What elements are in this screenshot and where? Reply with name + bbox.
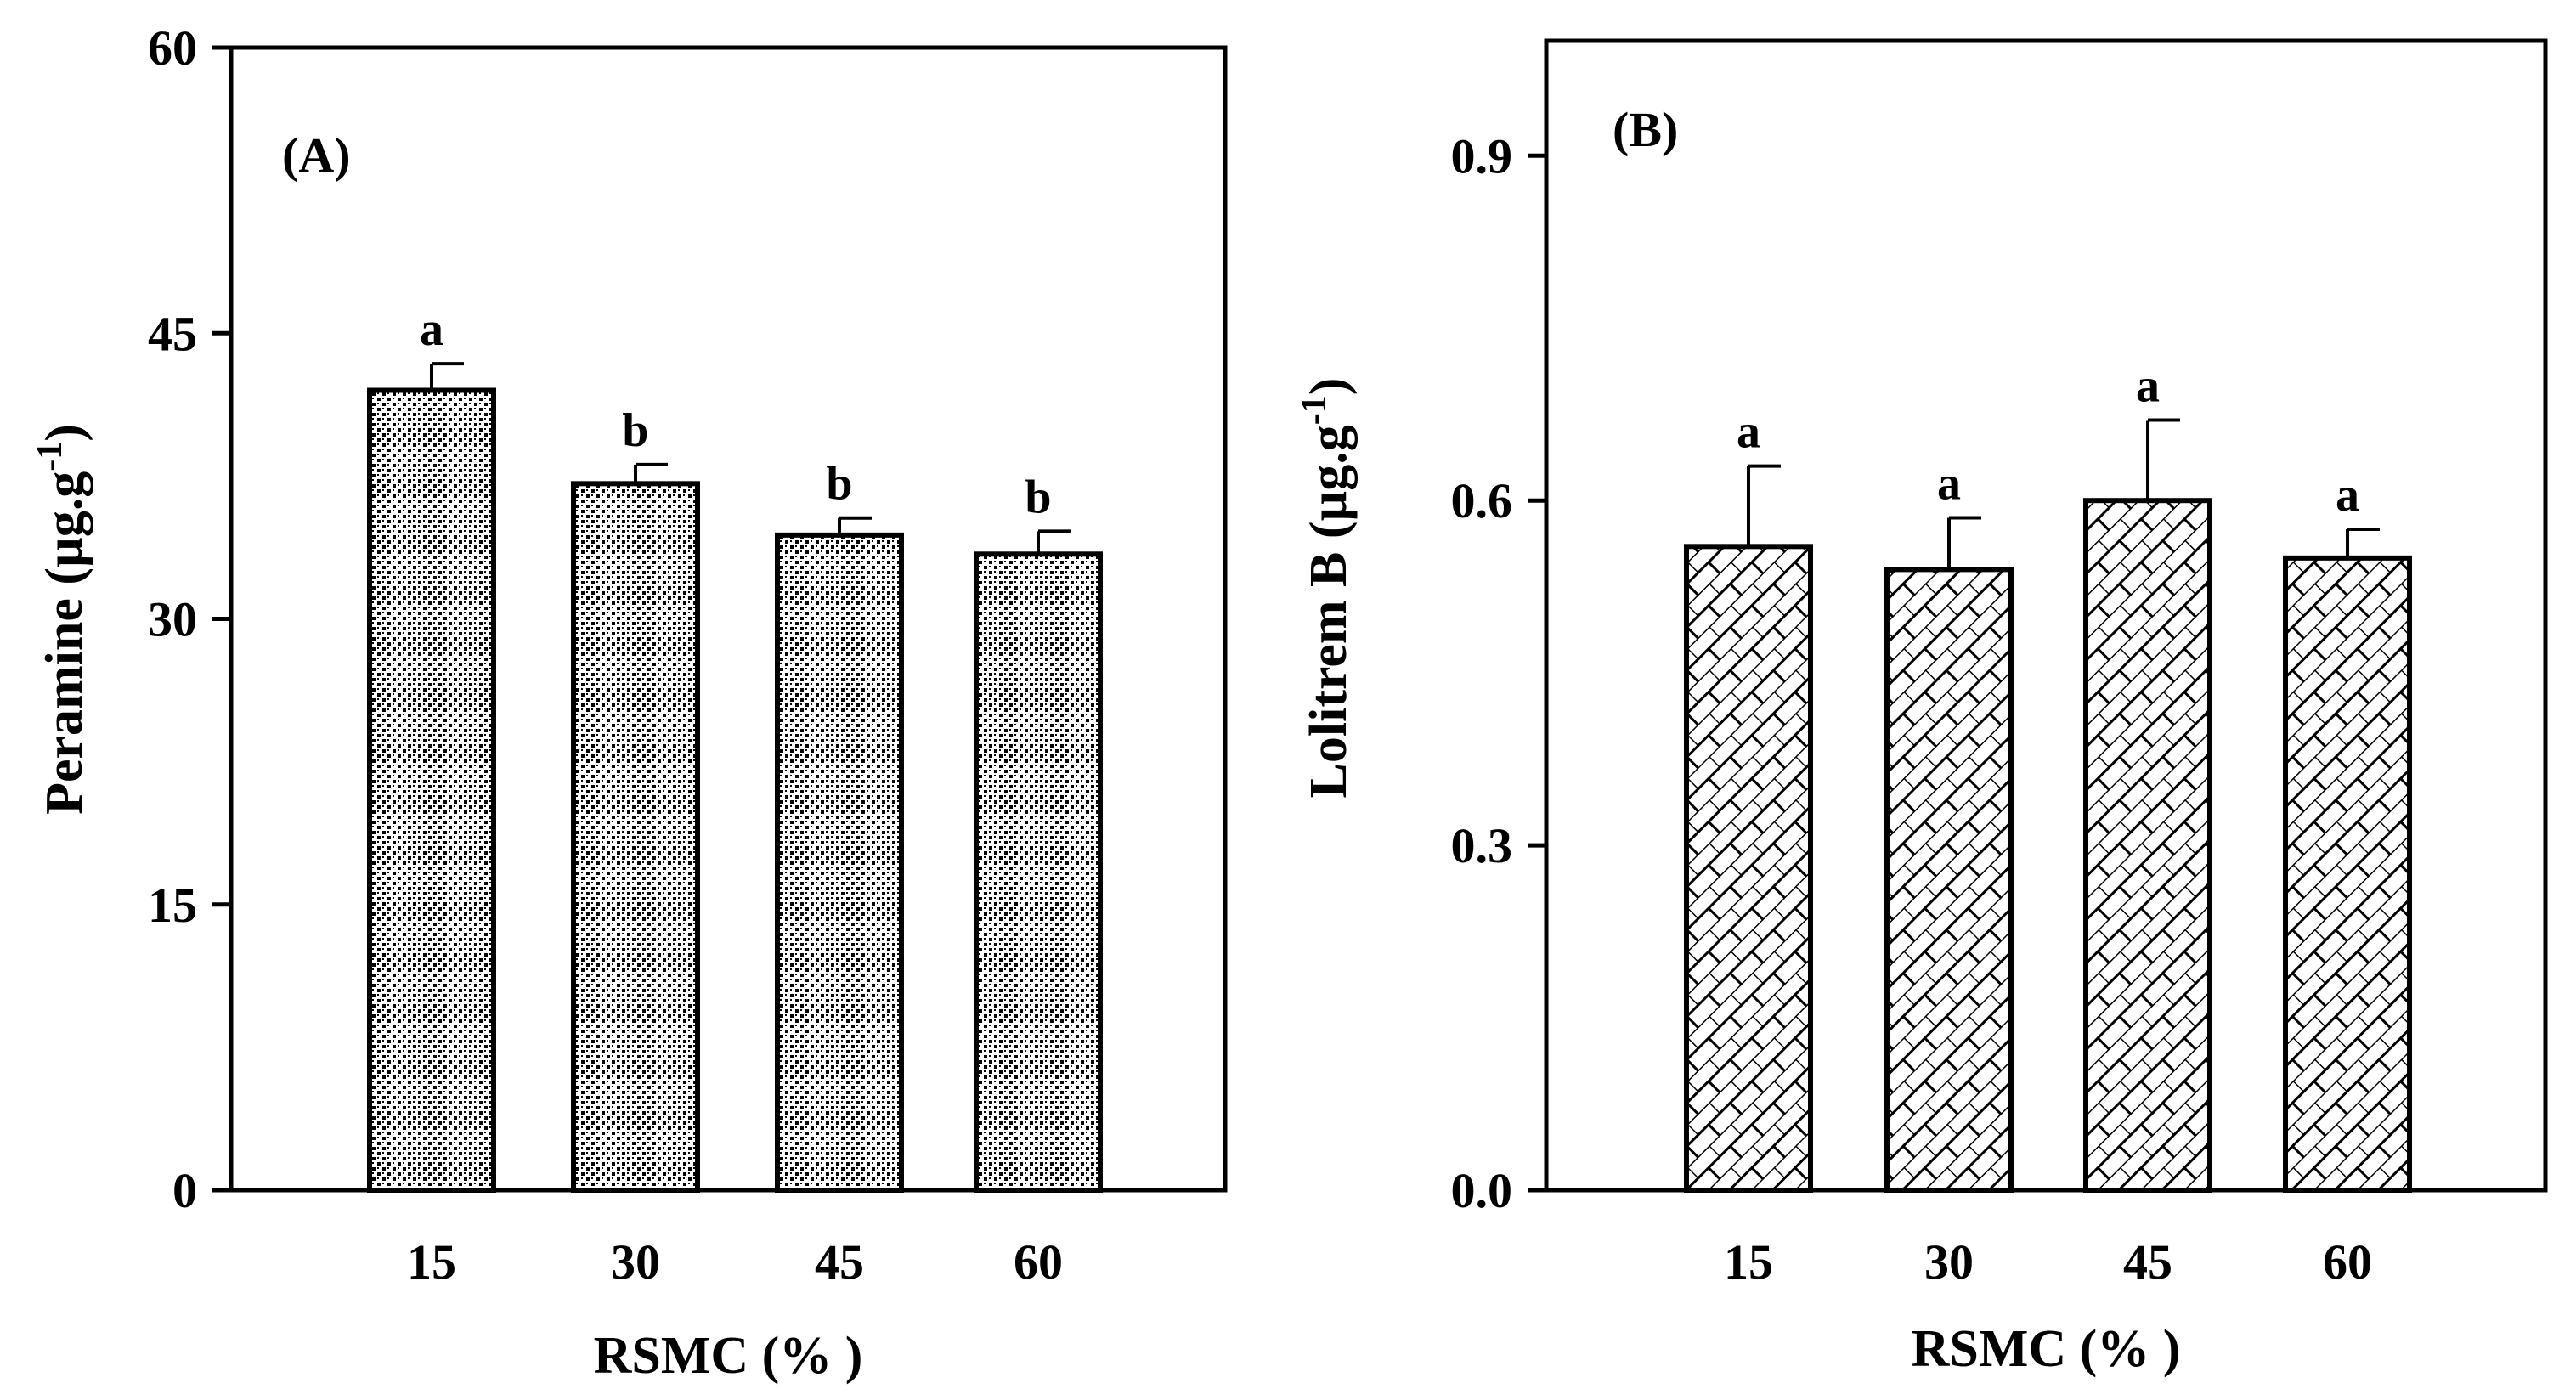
y-tick-label: 60 bbox=[148, 20, 197, 76]
y-axis-title-a-sup: -1 bbox=[31, 442, 70, 471]
x-axis-ticks-a: 15 30 45 60 bbox=[407, 1234, 1063, 1290]
significance-label: b bbox=[622, 404, 648, 457]
x-axis-title-a: RSMC (% ) bbox=[594, 1327, 863, 1385]
x-tick-label: 15 bbox=[407, 1234, 456, 1290]
bar bbox=[2283, 555, 2412, 1193]
x-axis-ticks-b: 15 30 45 60 bbox=[1724, 1234, 2372, 1290]
y-axis-ticks-a: 0 15 30 45 60 bbox=[148, 20, 231, 1218]
x-tick-label: 15 bbox=[1724, 1234, 1773, 1290]
x-axis-title-b: RSMC (% ) bbox=[1912, 1320, 2181, 1378]
panel-b: (B) 0.0 0.3 0.6 0.9 a a a a 15 30 45 60 RSMC (% )… bbox=[1295, 38, 2548, 1378]
y-axis-title-a: Peramine (µg.g-1) bbox=[31, 424, 93, 815]
y-axis-ticks-b: 0.0 0.3 0.6 0.9 bbox=[1451, 128, 1546, 1218]
y-tick-label: 15 bbox=[148, 878, 197, 933]
bars-a: a b b b bbox=[367, 303, 1103, 1193]
significance-label: a bbox=[2336, 469, 2359, 522]
x-tick-label: 30 bbox=[1924, 1234, 1974, 1290]
x-tick-label: 45 bbox=[2123, 1234, 2172, 1290]
y-axis-title-b-main: Lolitrem B (µg.g bbox=[1300, 425, 1358, 798]
panel-label-a: (A) bbox=[282, 127, 351, 183]
x-tick-label: 60 bbox=[1014, 1234, 1063, 1290]
bar bbox=[1884, 567, 2014, 1193]
bar bbox=[974, 551, 1103, 1193]
bar bbox=[571, 481, 700, 1193]
significance-label: b bbox=[826, 458, 852, 511]
y-axis-title-a-main: Peramine (µg.g bbox=[36, 471, 93, 815]
significance-label: a bbox=[1737, 406, 1760, 459]
bar bbox=[1684, 544, 1813, 1193]
y-tick-label: 0.6 bbox=[1451, 473, 1513, 528]
significance-label: b bbox=[1025, 471, 1051, 523]
x-tick-label: 45 bbox=[815, 1234, 864, 1290]
bar bbox=[2083, 498, 2212, 1193]
x-tick-label: 60 bbox=[2323, 1234, 2372, 1290]
y-tick-label: 0 bbox=[172, 1163, 197, 1218]
y-tick-label: 0.9 bbox=[1451, 128, 1513, 183]
significance-label: a bbox=[2136, 359, 2160, 412]
significance-label: a bbox=[420, 303, 443, 356]
y-tick-label: 0.3 bbox=[1451, 818, 1513, 873]
y-axis-title-b: Lolitrem B (µg.g-1) bbox=[1295, 378, 1358, 799]
panel-a: (A) 0 15 30 45 60 a b b b 15 30 45 60 RSMC (% ) Pe… bbox=[31, 20, 1228, 1385]
plot-frame-b bbox=[1544, 38, 2548, 1193]
bar bbox=[775, 532, 904, 1193]
significance-label: a bbox=[1937, 457, 1961, 510]
bar bbox=[367, 387, 496, 1193]
y-axis-title-b-close: ) bbox=[1300, 378, 1358, 396]
bars-b: a a a a bbox=[1684, 359, 2412, 1193]
y-tick-label: 0.0 bbox=[1451, 1163, 1513, 1218]
x-tick-label: 30 bbox=[611, 1234, 660, 1290]
y-axis-title-a-close: ) bbox=[36, 424, 93, 442]
y-axis-title-b-sup: -1 bbox=[1295, 395, 1334, 425]
y-tick-label: 30 bbox=[148, 592, 197, 647]
panel-label-b: (B) bbox=[1613, 102, 1678, 157]
y-tick-label: 45 bbox=[148, 306, 197, 361]
